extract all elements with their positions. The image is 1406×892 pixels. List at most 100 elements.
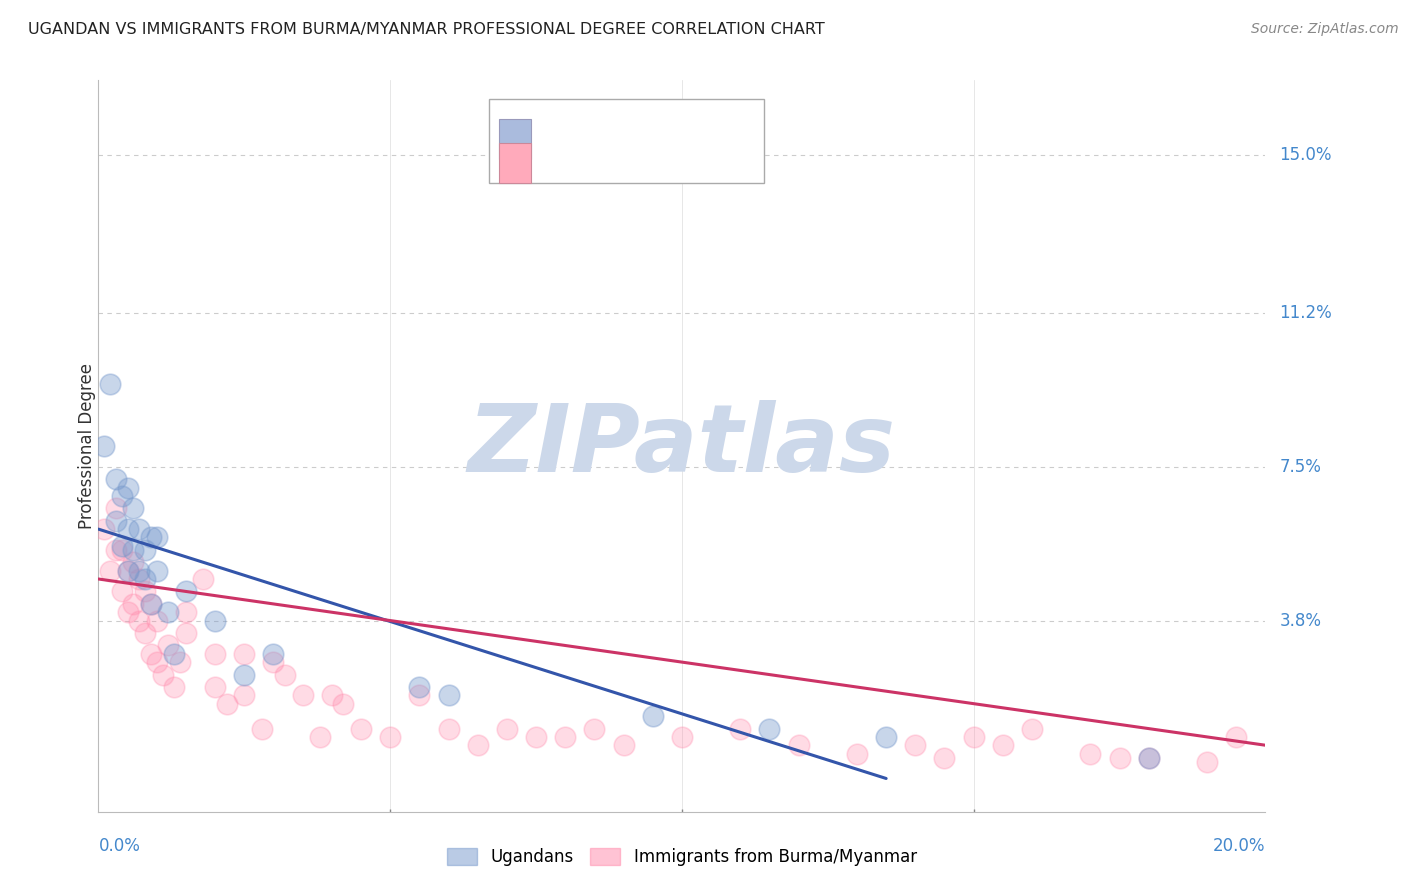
Point xyxy=(128,564,150,578)
Point xyxy=(437,722,460,736)
Point xyxy=(1137,750,1160,764)
Point xyxy=(157,605,180,619)
Point xyxy=(758,722,780,736)
Point xyxy=(93,522,115,536)
Point xyxy=(262,647,284,661)
Text: 20.0%: 20.0% xyxy=(1213,837,1265,855)
Point xyxy=(204,614,226,628)
Point xyxy=(875,730,897,744)
Point xyxy=(122,555,145,569)
Point xyxy=(128,572,150,586)
Point xyxy=(1195,755,1218,769)
Point xyxy=(146,530,169,544)
Point xyxy=(321,689,343,703)
Point xyxy=(169,655,191,669)
Text: Source: ZipAtlas.com: Source: ZipAtlas.com xyxy=(1251,22,1399,37)
Point xyxy=(378,730,402,744)
Point xyxy=(111,584,134,599)
Point xyxy=(233,667,256,681)
Point xyxy=(134,626,156,640)
Point xyxy=(612,738,634,752)
Point xyxy=(139,530,162,544)
Point xyxy=(991,738,1014,752)
Point xyxy=(134,542,156,557)
Point xyxy=(146,564,169,578)
Point xyxy=(104,542,127,557)
Text: UGANDAN VS IMMIGRANTS FROM BURMA/MYANMAR PROFESSIONAL DEGREE CORRELATION CHART: UGANDAN VS IMMIGRANTS FROM BURMA/MYANMAR… xyxy=(28,22,825,37)
Point xyxy=(122,501,145,516)
Point xyxy=(134,572,156,586)
Point xyxy=(93,439,115,453)
Point xyxy=(934,750,956,764)
Text: 11.2%: 11.2% xyxy=(1279,304,1331,322)
Point xyxy=(904,738,927,752)
Point xyxy=(117,564,139,578)
Text: ZIPatlas: ZIPatlas xyxy=(468,400,896,492)
Point xyxy=(139,597,162,611)
Point xyxy=(204,680,226,694)
Point xyxy=(98,564,121,578)
Point xyxy=(128,614,150,628)
Point xyxy=(437,689,460,703)
FancyBboxPatch shape xyxy=(499,143,531,183)
Point xyxy=(554,730,576,744)
Point xyxy=(495,722,517,736)
Text: 7.5%: 7.5% xyxy=(1279,458,1322,475)
Point xyxy=(583,722,606,736)
Point xyxy=(134,584,156,599)
Point xyxy=(117,522,139,536)
Point xyxy=(671,730,693,744)
Point xyxy=(139,597,162,611)
Point xyxy=(262,655,284,669)
Point xyxy=(408,680,430,694)
Point xyxy=(233,647,256,661)
Point xyxy=(146,614,169,628)
Point xyxy=(104,472,127,486)
Y-axis label: Professional Degree: Professional Degree xyxy=(79,363,96,529)
Point xyxy=(1225,730,1247,744)
Point xyxy=(117,481,139,495)
Point xyxy=(111,542,134,557)
Point xyxy=(128,522,150,536)
Point xyxy=(309,730,332,744)
Point xyxy=(163,647,186,661)
Point xyxy=(274,667,297,681)
Point xyxy=(152,667,174,681)
Point xyxy=(215,697,238,711)
Point xyxy=(117,605,139,619)
Point xyxy=(350,722,373,736)
Point xyxy=(408,689,430,703)
Point xyxy=(1108,750,1130,764)
Text: R = -0.439   N = 61: R = -0.439 N = 61 xyxy=(541,152,713,167)
Text: 0.0%: 0.0% xyxy=(98,837,141,855)
Point xyxy=(1021,722,1043,736)
Point xyxy=(524,730,547,744)
Point xyxy=(174,605,197,619)
Point xyxy=(291,689,314,703)
Point xyxy=(641,709,664,723)
FancyBboxPatch shape xyxy=(489,99,763,183)
Point xyxy=(204,647,226,661)
Point xyxy=(122,597,145,611)
Point xyxy=(193,572,215,586)
Point xyxy=(787,738,810,752)
Point xyxy=(111,489,134,503)
Point xyxy=(1137,750,1160,764)
Legend: Ugandans, Immigrants from Burma/Myanmar: Ugandans, Immigrants from Burma/Myanmar xyxy=(440,841,924,873)
Point xyxy=(174,584,197,599)
Point xyxy=(332,697,354,711)
Point xyxy=(250,722,273,736)
Point xyxy=(157,639,180,653)
Point xyxy=(139,647,162,661)
Point xyxy=(233,689,256,703)
Point xyxy=(1080,747,1102,761)
Point xyxy=(111,539,134,553)
Point xyxy=(98,376,121,391)
Point xyxy=(104,501,127,516)
FancyBboxPatch shape xyxy=(499,119,531,159)
Point xyxy=(163,680,186,694)
Text: R = -0.429   N = 31: R = -0.429 N = 31 xyxy=(541,120,713,136)
Point xyxy=(117,564,139,578)
Point xyxy=(104,514,127,528)
Point xyxy=(122,542,145,557)
